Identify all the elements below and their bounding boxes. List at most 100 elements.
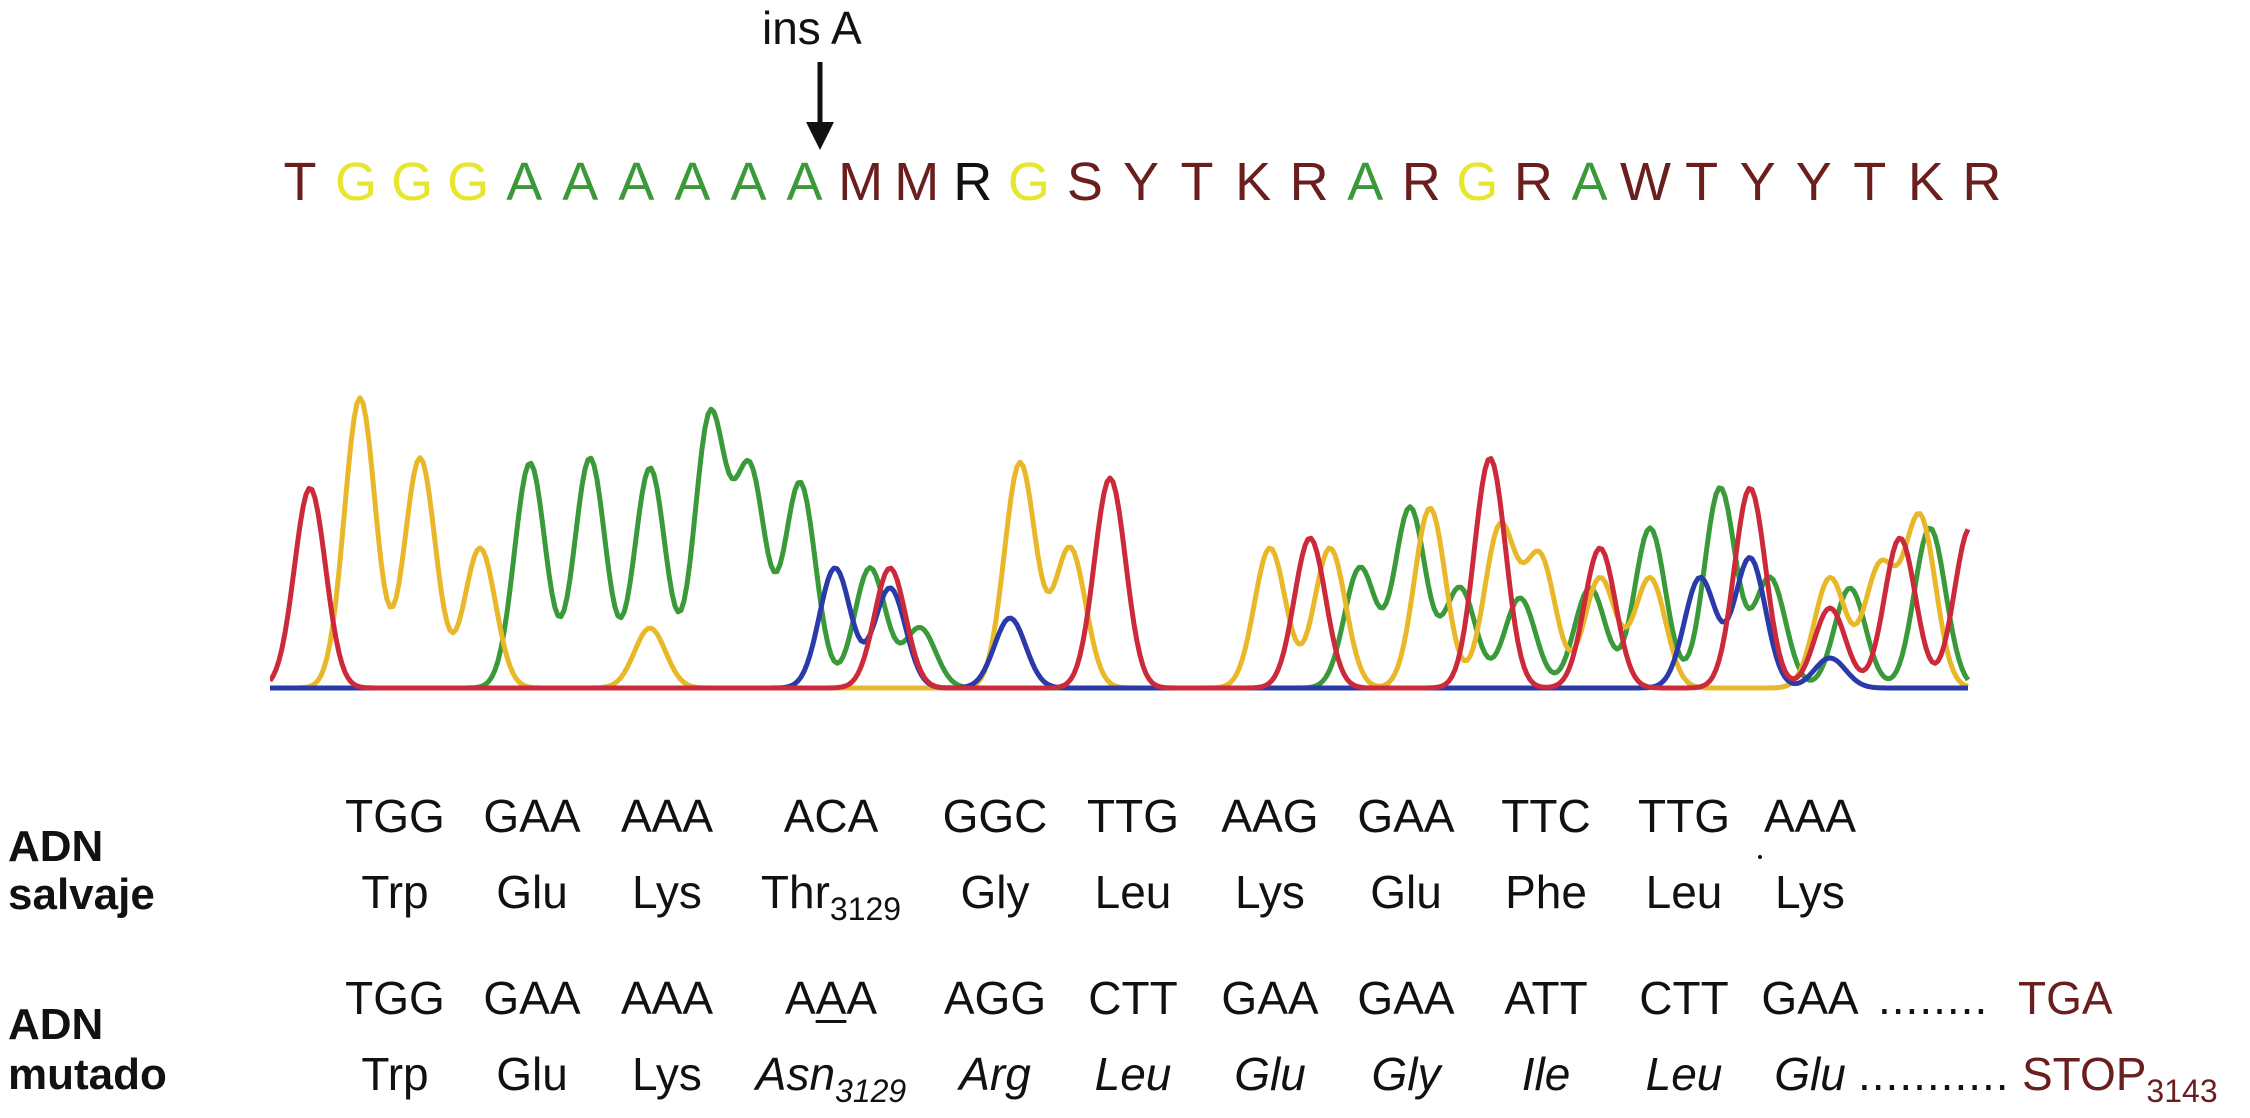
mutant-codon: CTT — [1639, 972, 1729, 1024]
base-call: A — [1571, 152, 1608, 212]
base-call: R — [1513, 152, 1553, 212]
base-call: T — [1853, 152, 1887, 212]
base-call: M — [838, 152, 884, 212]
codon-ellipsis: ........ — [1878, 972, 1989, 1024]
wild-codon: AAG — [1221, 790, 1319, 842]
mutant-codon: GAA — [1357, 972, 1455, 1024]
wild-codon: TGG — [345, 790, 445, 842]
wild-aminoacid: Gly — [960, 866, 1030, 918]
stop-label: STOP3143 — [2022, 1048, 2218, 1107]
base-call: G — [335, 152, 378, 212]
mutant-codon: ATT — [1504, 972, 1588, 1024]
wild-aminoacid: Glu — [496, 866, 568, 918]
base-call: A — [674, 152, 711, 212]
wild-codon: TTG — [1638, 790, 1730, 842]
stop-codon: TGA — [2018, 972, 2113, 1024]
wild-codon: GAA — [483, 790, 581, 842]
mutant-aminoacid: Glu — [1234, 1048, 1306, 1100]
base-call: A — [730, 152, 767, 212]
wild-aminoacid: Phe — [1505, 866, 1587, 918]
base-call: R — [1962, 152, 2002, 212]
wild-aminoacid: Leu — [1094, 866, 1172, 918]
mutant-label-line2: mutado — [8, 1050, 167, 1099]
mutant-codon: GAA — [483, 972, 581, 1024]
base-call: A — [618, 152, 655, 212]
wild-label-line2: salvaje — [8, 870, 155, 919]
wild-codon: TTC — [1501, 790, 1591, 842]
mutant-codon: GAA — [1761, 972, 1859, 1024]
trace-red-T — [270, 456, 1970, 691]
wild-label-line1: ADN — [8, 822, 104, 871]
base-call: Y — [1122, 152, 1159, 212]
mutant-aminoacid: Trp — [361, 1048, 429, 1100]
marker-dot — [1758, 855, 1762, 859]
wild-aminoacid: Trp — [361, 866, 429, 918]
wild-aminoacid: Lys — [1775, 866, 1845, 918]
trace-line-yellow — [270, 395, 1969, 691]
wild-aminoacid: Glu — [1370, 866, 1442, 918]
mutant-aminoacid: Glu — [1774, 1048, 1846, 1100]
mutant-codon: CTT — [1088, 972, 1178, 1024]
wild-codon: TTG — [1087, 790, 1179, 842]
base-call: T — [283, 152, 317, 212]
mutant-codon: GAA — [1221, 972, 1319, 1024]
aminoacid-ellipsis: ........... — [1858, 1048, 2010, 1100]
mutant-codon: AAA — [620, 972, 714, 1024]
wild-codon: ACA — [783, 790, 879, 842]
trace-blue-C — [270, 555, 1968, 691]
trace-line-blue — [270, 555, 1968, 691]
wild-codon: AAA — [1763, 790, 1857, 842]
mutant-aminoacid-text: Asn — [755, 1048, 836, 1100]
wild-codon: GAA — [1357, 790, 1455, 842]
insertion-arrow-icon — [806, 62, 834, 150]
base-call: G — [391, 152, 434, 212]
wild-codon: GGC — [942, 790, 1048, 842]
mutant-codon: AAA — [784, 972, 878, 1024]
mutant-aminoacid: Gly — [1371, 1048, 1441, 1100]
base-call: G — [1456, 152, 1499, 212]
mutant-aminoacid: Leu — [1645, 1048, 1723, 1100]
base-call: A — [506, 152, 543, 212]
base-call: Y — [1739, 152, 1776, 212]
base-call: K — [1235, 152, 1272, 212]
mutant-aminoacid-subscript: 3129 — [835, 1073, 907, 1109]
mutant-aminoacid: Ile — [1521, 1048, 1571, 1100]
mutant-label-line1: ADN — [8, 1000, 104, 1049]
wild-aminoacid: Lys — [632, 866, 702, 918]
insertion-label: ins A — [762, 2, 862, 54]
base-call: R — [1289, 152, 1329, 212]
base-call: T — [1180, 152, 1214, 212]
wild-aminoacid: Lys — [1235, 866, 1305, 918]
trace-yellow-G — [270, 395, 1969, 691]
base-call: M — [894, 152, 940, 212]
wild-aminoacid: Thr3129 — [761, 866, 901, 925]
wild-aminoacid: Leu — [1645, 866, 1723, 918]
stop-label-text: STOP — [2022, 1048, 2147, 1100]
base-call: A — [562, 152, 599, 212]
wild-codon: AAA — [620, 790, 714, 842]
base-call: T — [1685, 152, 1719, 212]
mutant-aminoacid: Leu — [1094, 1048, 1172, 1100]
base-call: R — [953, 152, 993, 212]
trace-line-red — [270, 456, 1970, 691]
base-call: Y — [1795, 152, 1832, 212]
base-call: G — [447, 152, 490, 212]
mutant-aminoacid: Glu — [496, 1048, 568, 1100]
stop-label-subscript: 3143 — [2146, 1073, 2218, 1109]
base-call: R — [1401, 152, 1441, 212]
base-call: S — [1066, 152, 1103, 212]
base-call: A — [786, 152, 823, 212]
wild-aminoacid-subscript: 3129 — [829, 891, 902, 927]
trace-green-A — [270, 406, 1970, 691]
inserted-base: A — [815, 972, 847, 1024]
mutant-codon: AGG — [943, 972, 1047, 1024]
base-call: G — [1007, 152, 1050, 212]
base-call: K — [1907, 152, 1944, 212]
trace-line-green — [270, 406, 1970, 691]
mutant-aminoacid: Lys — [632, 1048, 702, 1100]
mutant-aminoacid: Arg — [959, 1048, 1031, 1100]
base-call: W — [1620, 152, 1672, 212]
base-call: A — [1347, 152, 1384, 212]
